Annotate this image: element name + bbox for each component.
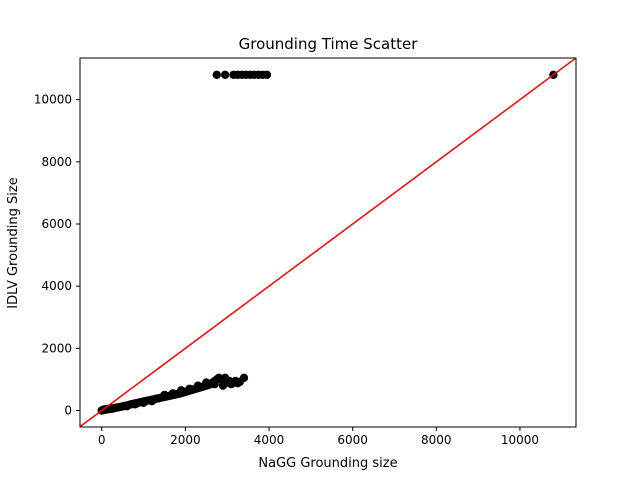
data-point-79 <box>193 381 203 390</box>
x-axis-label: NaGG Grounding size <box>258 456 397 471</box>
y-tick-label: 8000 <box>41 155 72 169</box>
data-point-74 <box>239 373 249 383</box>
data-point-85 <box>131 400 140 409</box>
x-tick-label: 0 <box>98 433 106 447</box>
plot-frame <box>79 57 577 428</box>
reference-line <box>80 58 576 427</box>
chart-title: Grounding Time Scatter <box>239 35 419 53</box>
y-tick-label: 0 <box>64 404 72 418</box>
data-point-76 <box>168 389 178 398</box>
data-point-77 <box>177 386 186 395</box>
y-axis-label: IDLV Grounding Size <box>6 177 21 308</box>
x-tick-label: 2000 <box>170 433 201 447</box>
x-tick-label: 8000 <box>421 433 452 447</box>
data-point-81 <box>210 379 219 389</box>
plot-area <box>79 57 577 428</box>
data-point-88 <box>220 70 230 79</box>
data-point-75 <box>160 390 169 400</box>
data-point-84 <box>147 396 157 406</box>
data-point-97 <box>262 70 272 79</box>
data-point-82 <box>218 381 228 390</box>
y-tick-label: 2000 <box>41 341 72 355</box>
data-point-83 <box>139 398 148 407</box>
x-tick-label: 10000 <box>501 433 539 447</box>
x-tick-label: 6000 <box>337 433 368 447</box>
data-point-80 <box>202 378 211 387</box>
data-point-78 <box>185 384 194 393</box>
data-point-87 <box>212 70 221 79</box>
x-tick-label: 4000 <box>254 433 285 447</box>
axis-ticks: 0 2000 4000 6000 8000 10000 0 2000 4000 6000 8000 1… <box>34 93 539 447</box>
y-tick-label: 6000 <box>41 217 72 231</box>
y-tick-label: 4000 <box>41 279 72 293</box>
y-tick-label: 10000 <box>34 93 72 107</box>
data-point-86 <box>122 401 132 411</box>
